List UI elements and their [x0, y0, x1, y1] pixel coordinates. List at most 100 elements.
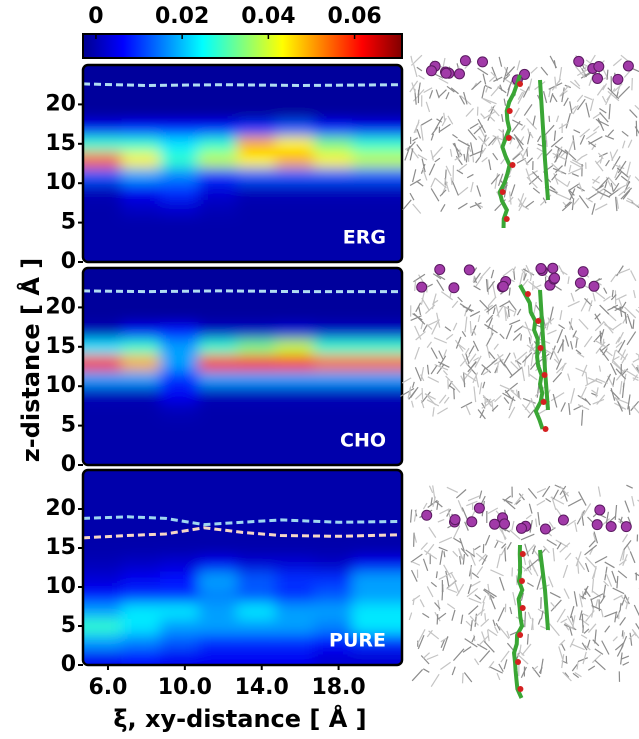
lipid-bond: [439, 355, 447, 366]
lipid-bond: [516, 308, 522, 316]
lipid-bond: [498, 626, 510, 640]
lipid-bond: [622, 314, 629, 324]
lipid-bond: [464, 521, 469, 531]
lipid-bond: [480, 367, 486, 376]
lipid-bond: [469, 320, 472, 334]
lipid-bond: [488, 115, 496, 122]
colorbar-tick-label: 0.06: [327, 4, 381, 29]
lipid-bond: [591, 654, 602, 664]
y-tick-label: 0: [61, 452, 76, 477]
lipid-bond: [553, 130, 557, 141]
lipid-bond: [520, 533, 535, 541]
heatmap-cell: [83, 602, 122, 619]
lipid-bond: [437, 361, 450, 368]
lipid-bond: [614, 504, 618, 520]
lipid-bond: [411, 561, 421, 566]
lipid-bond: [494, 540, 499, 549]
lipid-bond: [505, 382, 519, 394]
lipid-bond: [496, 553, 501, 569]
lipid-bond: [526, 132, 531, 145]
y-tick-label: 5: [61, 413, 76, 438]
lipid-bond: [568, 164, 572, 172]
lipid-bond: [526, 176, 538, 189]
heatmap-cell: [121, 230, 161, 247]
lipid-bond: [529, 335, 533, 343]
lipid-bond: [426, 586, 434, 598]
lipid-bond: [414, 346, 420, 360]
lipid-bond: [428, 526, 437, 538]
lipid-bond: [467, 361, 477, 373]
lipid-bond: [490, 85, 501, 97]
lipid-bond: [502, 392, 516, 402]
heatmap-cell: [159, 268, 199, 293]
lipid-bond: [600, 518, 610, 527]
lipid-bond: [412, 169, 417, 183]
lipid-bond: [619, 616, 626, 626]
x-tick-label: 14.0: [235, 675, 289, 700]
sterol-chain: [511, 544, 525, 699]
lipid-bond: [494, 358, 504, 366]
heatmap-cell: [236, 493, 276, 510]
lipid-bond: [594, 290, 606, 300]
lipid-bond: [495, 622, 501, 631]
lipid-bond: [552, 371, 563, 383]
lipid-bond: [542, 545, 550, 554]
lipid-bond: [509, 606, 513, 615]
lipid-bond: [627, 516, 632, 524]
lipid-bond: [600, 343, 610, 352]
lipid-bond: [415, 331, 426, 341]
lipid-bond: [572, 330, 578, 338]
y-tick-label: 10: [45, 170, 76, 195]
heatmap-cell: [236, 230, 276, 247]
lipid-bond: [594, 629, 597, 644]
heatmap-cell: [236, 509, 276, 526]
lipid-bond: [482, 73, 487, 85]
lipid-bond: [513, 352, 517, 359]
heatmap-cell: [83, 649, 122, 665]
heatmap-cell: [236, 618, 276, 635]
lipid-bond: [531, 281, 534, 291]
lipid-bond: [443, 564, 452, 579]
lipid-bond: [440, 204, 446, 213]
y-tick-label: 15: [45, 334, 76, 359]
y-tick-label: 20: [45, 294, 76, 319]
lipid-bond: [510, 184, 516, 197]
heatmap-cell: [275, 433, 315, 450]
lipid-bond: [418, 274, 425, 284]
lipid-bond: [477, 135, 488, 147]
heatmap-cell: [352, 509, 402, 526]
heatmap-cell: [352, 214, 402, 231]
heatmap-cell: [236, 633, 276, 650]
lipid-bond: [591, 578, 595, 593]
heatmap-cell: [236, 167, 276, 184]
lipid-bond: [481, 136, 490, 146]
lipid-bond: [518, 493, 525, 501]
lipid-bond: [617, 184, 626, 191]
heatmap-cell: [236, 649, 276, 665]
lipid-bond: [579, 128, 591, 138]
lipid-bond: [593, 565, 597, 578]
lipid-bond: [422, 502, 428, 510]
lipid-bond: [584, 544, 598, 556]
lipid-bond: [604, 561, 615, 569]
heatmap-cell: [159, 120, 199, 137]
lipid-bond: [423, 549, 438, 560]
lipid-bond: [481, 147, 487, 154]
lipid-bond: [590, 598, 595, 610]
lipid-bond: [591, 605, 602, 611]
lipid-bond: [460, 614, 464, 625]
heatmap-cell: [352, 323, 402, 340]
lipid-bond: [483, 640, 495, 653]
lipid-bond: [430, 581, 437, 588]
lipid-bond: [480, 618, 490, 627]
lipid-bond: [410, 54, 423, 66]
lipid-bond: [605, 159, 610, 167]
heatmap-cells: [83, 65, 402, 262]
lipid-bond: [536, 487, 547, 494]
lipid-bond: [536, 135, 542, 143]
lipid-bond: [459, 556, 462, 565]
lipid-bond: [513, 309, 517, 317]
phosphate: [448, 282, 460, 294]
lipid-bond: [624, 594, 630, 605]
lipid-bond: [414, 280, 417, 292]
